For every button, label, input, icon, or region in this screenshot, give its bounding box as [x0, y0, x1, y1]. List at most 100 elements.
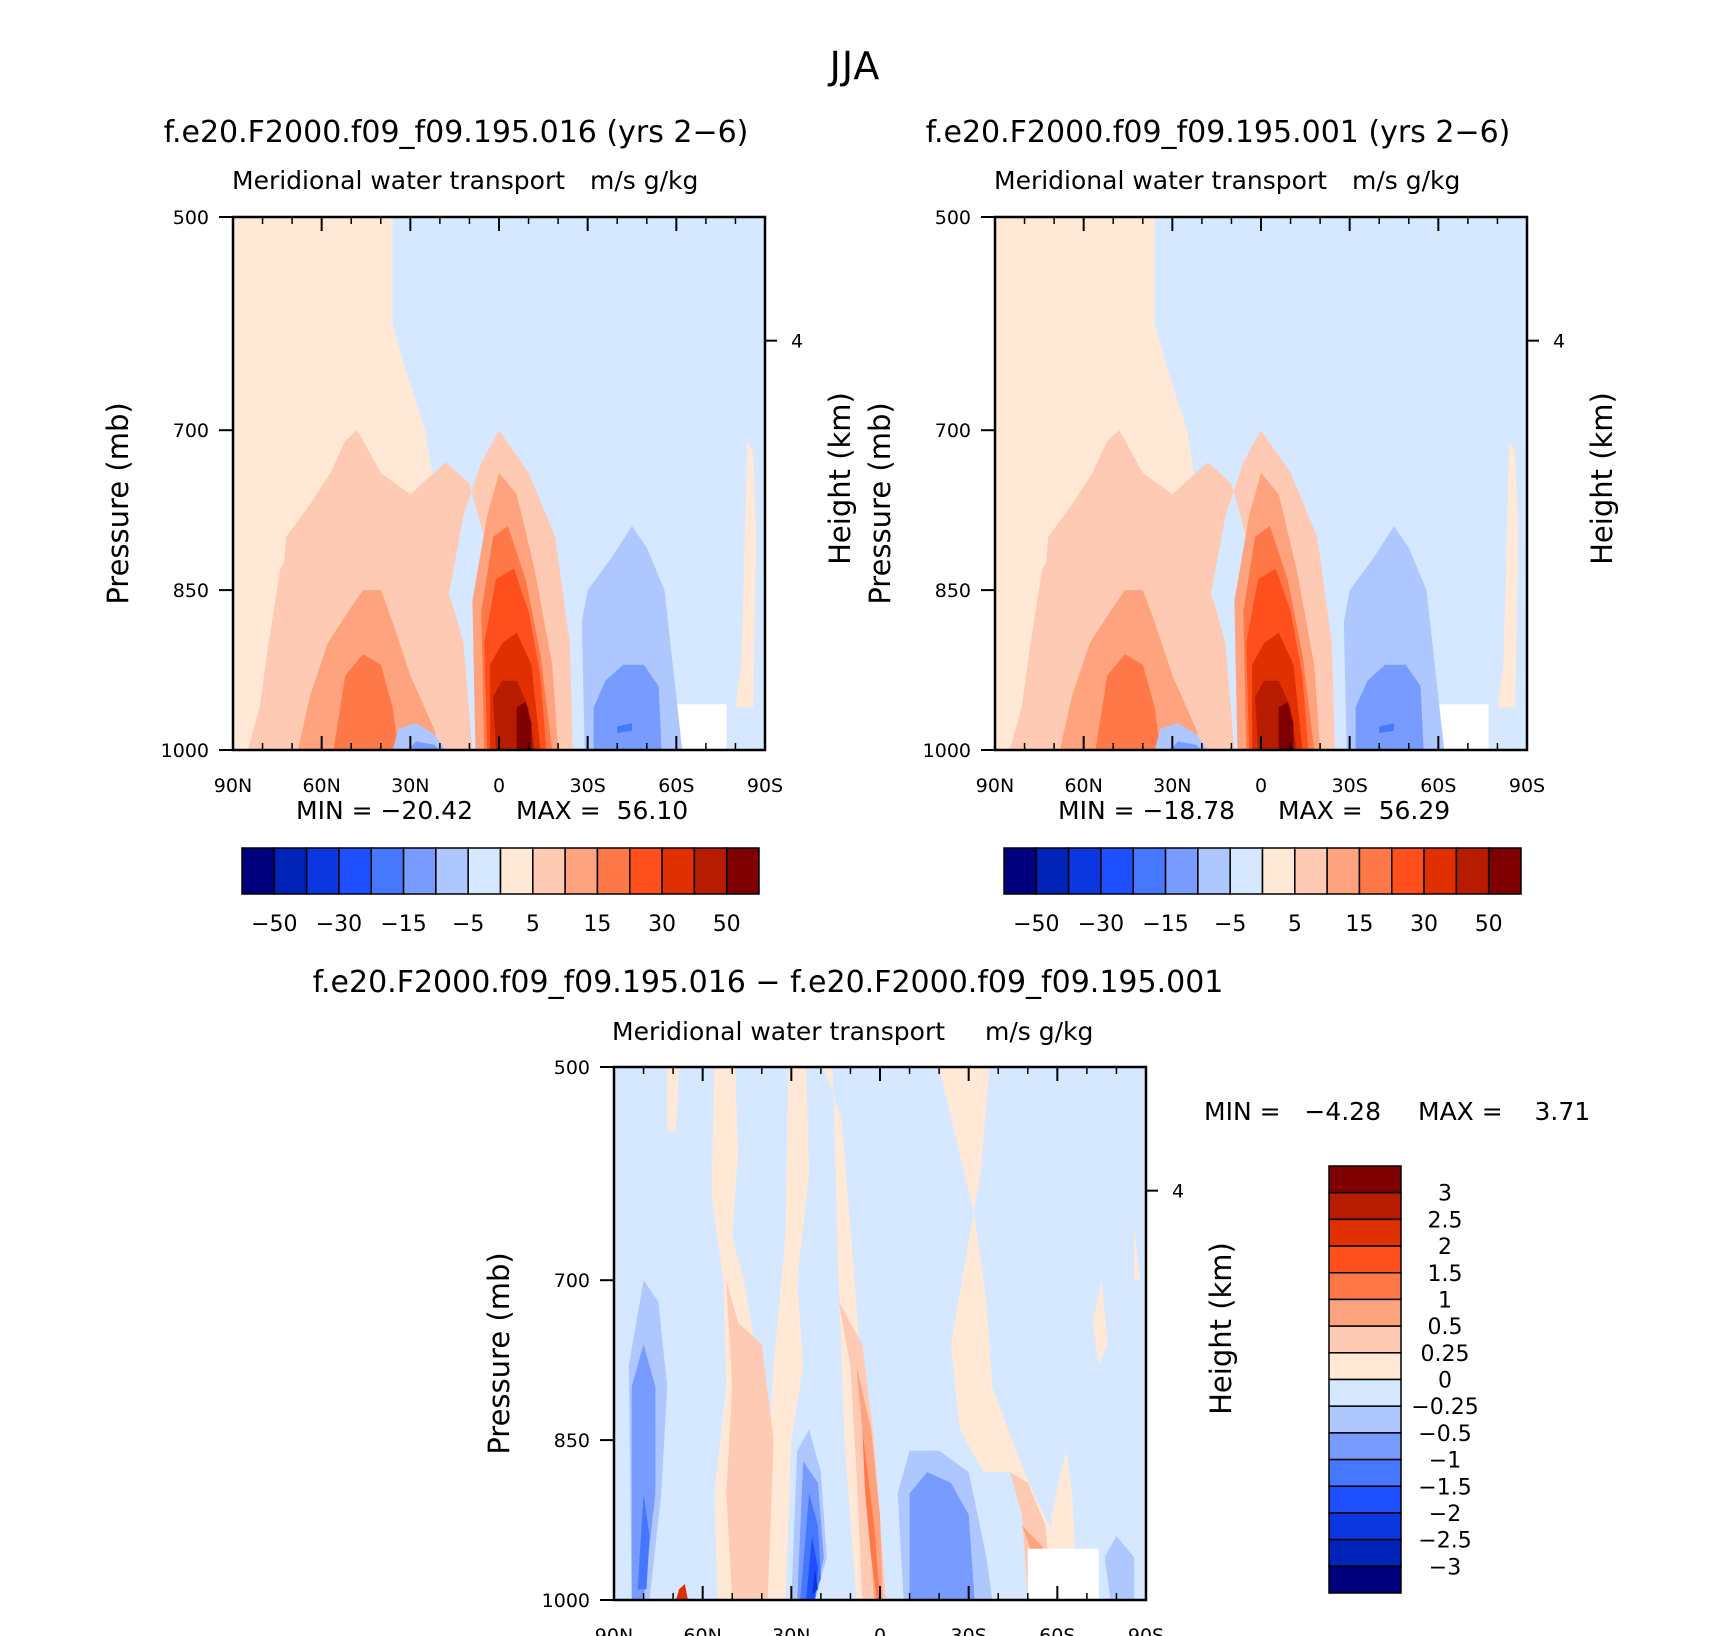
y-axis-title: Pressure (mb) [101, 402, 135, 604]
x-tick-label: 90N [595, 1625, 633, 1636]
colorbar-swatch [1328, 1298, 1402, 1327]
colorbar-swatch [1423, 847, 1458, 895]
contour-band-0-0-25 [761, 1067, 810, 1600]
x-tick-label: 90S [747, 775, 783, 797]
colorbar-swatch [1003, 847, 1038, 895]
colorbar-swatch [1164, 847, 1199, 895]
x-tick-label: 30N [772, 1625, 810, 1636]
colorbar-label: −5 [1214, 912, 1246, 937]
contour-band-0-0-25 [1092, 1280, 1108, 1366]
contour-band-neg-10-5 [1154, 723, 1208, 750]
colorbar-swatch [1328, 1165, 1402, 1194]
colorbar-swatch [596, 847, 631, 895]
colorbar-swatch [1391, 847, 1425, 895]
y2-tick-label: 4 [1553, 331, 1565, 353]
colorbar-label: 15 [583, 912, 611, 937]
axes: 90N 60N 30N 0 30S 60S 90S 500 700 850 1000 4 Pressur… [863, 207, 1619, 797]
colorbar: −50 −30 −15 −5 5 15 30 50 [241, 847, 760, 937]
x-tick-label: 30S [1332, 775, 1368, 797]
contour-fill [614, 1067, 1146, 1600]
panel-model-001: f.e20.F2000.f09_f09.195.001 (yrs 2−6) Me… [762, 0, 1619, 937]
x-tick-label: 90N [214, 775, 252, 797]
contour-band-neg-0-5-0-25 [1104, 1536, 1135, 1600]
y2-axis-title: Height (km) [1585, 392, 1619, 565]
colorbar-label: −30 [1078, 912, 1124, 937]
colorbar-label: 2 [1438, 1235, 1452, 1260]
colorbar-swatch [1132, 847, 1167, 895]
panel-units: m/s g/kg [590, 166, 699, 195]
panel-title: f.e20.F2000.f09_f09.195.016 (yrs 2−6) [163, 115, 749, 150]
x-tick-label: 90N [976, 775, 1014, 797]
colorbar-swatch [1328, 1272, 1402, 1301]
panel-subtitle: Meridional water transport [612, 1017, 946, 1046]
contour-plot: 90N 60N 30N 0 30S 60S 90S 500 700 850 1000 4 Pressur… [863, 207, 1619, 937]
colorbar-swatch [499, 847, 534, 895]
contour-band-neg-1-0-5 [909, 1472, 975, 1600]
colorbar-label: −15 [380, 912, 426, 937]
colorbar-label: −50 [251, 912, 297, 937]
colorbar-label: 5 [526, 912, 540, 937]
colorbar-label: 0 [1438, 1369, 1452, 1394]
panel-units: m/s g/kg [985, 1017, 1094, 1046]
colorbar-swatch [1100, 847, 1134, 895]
panel-title: f.e20.F2000.f09_f09.195.016 − f.e20.F200… [312, 965, 1224, 1000]
x-tick-label: 60N [1064, 775, 1102, 797]
panel-title: f.e20.F2000.f09_f09.195.001 (yrs 2−6) [925, 115, 1511, 150]
missing-data-region [1027, 1548, 1099, 1600]
x-tick-label: 60N [683, 1625, 721, 1636]
axes: 90N 60N 30N 0 30S 60S 90S 500 700 850 1000 4 Pressur… [101, 207, 857, 797]
colorbar-label: 50 [713, 912, 741, 937]
min-label: MIN = −4.28 [1204, 1097, 1381, 1126]
contour-band-neg-15-10 [1169, 741, 1202, 750]
colorbar-swatch [1328, 1565, 1402, 1594]
colorbar-label: 0.25 [1421, 1342, 1470, 1367]
contour-band-neg-15-10 [593, 664, 662, 750]
colorbar-swatch [1328, 1378, 1402, 1407]
contour-band-neg-15-10 [407, 741, 440, 750]
colorbar-label: −15 [1142, 912, 1188, 937]
colorbar-label: −3 [1429, 1555, 1461, 1580]
x-tick-label: 90S [1128, 1625, 1164, 1636]
min-label: MIN = −20.42 [296, 796, 474, 825]
contour-band-neg-2-5-2 [812, 1568, 818, 1595]
max-label: MAX = 3.71 [1418, 1097, 1591, 1126]
x-tick-label: 60S [1039, 1625, 1075, 1636]
contour-band-neg-15-10 [1355, 664, 1424, 750]
colorbar-label: 15 [1345, 912, 1373, 937]
contour-band-1-1-5 [862, 1429, 880, 1600]
colorbar-swatch [693, 847, 728, 895]
x-tick-label: 30N [391, 775, 429, 797]
page-title: JJA [829, 44, 881, 88]
colorbar-swatch [467, 847, 502, 895]
contour-plot: 90N 60N 30N 0 30S 60S 90S 500 700 850 1000 4 Pressur… [101, 207, 857, 937]
colorbar-swatch [1328, 1512, 1402, 1541]
colorbar-label: 0.5 [1428, 1315, 1463, 1340]
colorbar-label: −2.5 [1418, 1529, 1471, 1554]
panel-units: m/s g/kg [1352, 166, 1461, 195]
contour-band-gt-50 [516, 702, 532, 750]
colorbar-swatch [1328, 1245, 1402, 1274]
colorbar-label: 3 [1438, 1182, 1452, 1207]
colorbar-label: −1 [1429, 1449, 1461, 1474]
colorbar-swatch [305, 847, 340, 895]
contour-band-0-25-0-5 [726, 1280, 774, 1600]
colorbar-swatch [1328, 1458, 1402, 1487]
colorbar-swatch [338, 847, 372, 895]
y2-tick-label: 4 [1172, 1181, 1184, 1203]
colorbar-label: −0.25 [1411, 1395, 1478, 1420]
y-tick-label: 700 [935, 420, 971, 442]
colorbar: −50 −30 −15 −5 5 15 30 50 [1003, 847, 1522, 937]
colorbar-label: 1.5 [1428, 1262, 1463, 1287]
colorbar-label: 30 [1410, 912, 1438, 937]
colorbar-swatch [1067, 847, 1102, 895]
colorbar-label: −1.5 [1418, 1475, 1471, 1500]
y-tick-label: 700 [173, 420, 209, 442]
colorbar-label: 30 [648, 912, 676, 937]
colorbar-swatch [1328, 1325, 1402, 1354]
x-tick-label: 30N [1153, 775, 1191, 797]
colorbar-swatch [661, 847, 696, 895]
x-tick-label: 30S [570, 775, 606, 797]
contour-band-pos-0-5 [735, 440, 757, 708]
y2-tick-label: 4 [791, 331, 803, 353]
colorbar-label: 5 [1288, 912, 1302, 937]
